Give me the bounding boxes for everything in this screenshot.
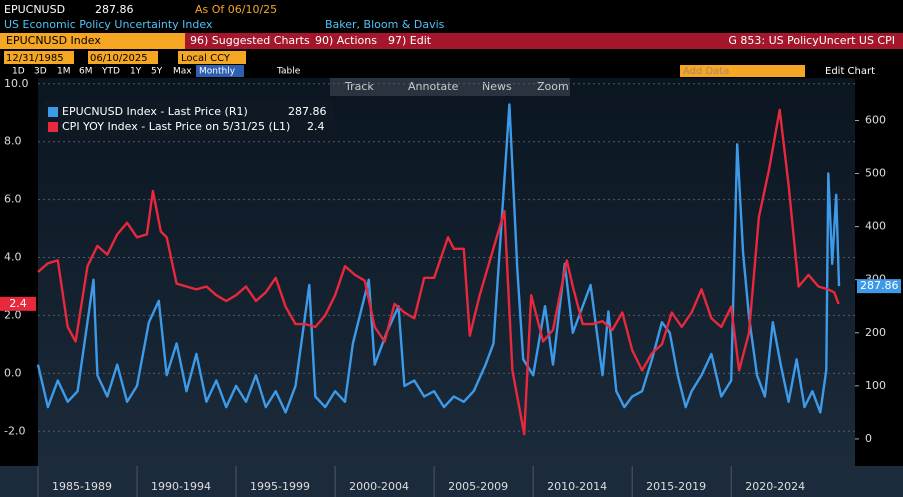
menu-bar xyxy=(185,33,903,49)
legend-label: EPUCNUSD Index - Last Price (R1) xyxy=(62,105,248,118)
y-tick-label: -2.0 xyxy=(4,424,25,437)
y2-tick-label: 100 xyxy=(865,379,886,392)
x-tick-label: 2015-2019 xyxy=(646,480,706,493)
period-button[interactable]: 1M xyxy=(57,67,71,77)
series-line xyxy=(36,103,841,414)
period-button[interactable]: 3D xyxy=(34,67,47,77)
period-button[interactable]: Max xyxy=(173,67,192,77)
period-button[interactable]: 6M xyxy=(79,67,93,77)
menu-item[interactable]: 96) Suggested Charts xyxy=(190,34,310,47)
security[interactable]: EPUCNUSD Index xyxy=(6,34,101,47)
tool-button[interactable]: Track xyxy=(344,80,374,93)
series-line xyxy=(37,108,840,436)
tool-bar xyxy=(330,78,570,96)
tool-button[interactable]: Annotate xyxy=(408,80,459,93)
y2-tick-label: 200 xyxy=(865,326,886,339)
period-button[interactable]: 5Y xyxy=(151,67,163,77)
y-tick-label: 6.0 xyxy=(4,193,22,206)
y2-tick-label: 600 xyxy=(865,113,886,126)
x-tick-label: 2010-2014 xyxy=(547,480,607,493)
last-value-label: 287.86 xyxy=(860,279,899,292)
legend-value: 287.86 xyxy=(288,105,327,118)
plot-area xyxy=(38,78,855,466)
x-tick-label: 1995-1999 xyxy=(250,480,310,493)
description: US Economic Policy Uncertainty Index xyxy=(4,18,213,31)
date-input[interactable]: 12/31/1985 xyxy=(6,53,64,64)
table-button[interactable]: Table xyxy=(276,67,301,77)
y-tick-label: 4.0 xyxy=(4,251,22,264)
y-tick-label: 8.0 xyxy=(4,135,22,148)
price: 287.86 xyxy=(95,3,134,16)
x-tick-label: 1985-1989 xyxy=(52,480,112,493)
x-tick-label: 2005-2009 xyxy=(448,480,508,493)
x-tick-label: 1990-1994 xyxy=(151,480,211,493)
currency-field xyxy=(178,51,246,64)
legend-swatch xyxy=(48,107,58,117)
menu-item[interactable]: 97) Edit xyxy=(388,34,432,47)
ticker: EPUCNUSD xyxy=(4,3,65,16)
period-button[interactable]: YTD xyxy=(101,67,120,77)
date-field xyxy=(88,51,158,64)
frequency[interactable]: Monthly xyxy=(199,67,236,77)
last-value-label: 2.4 xyxy=(9,297,27,310)
date-field xyxy=(4,51,74,64)
menu-item[interactable]: 90) Actions xyxy=(315,34,377,47)
legend-label: CPI YOY Index - Last Price on 5/31/25 (L… xyxy=(62,120,290,133)
tool-button[interactable]: News xyxy=(482,80,512,93)
legend-value: 2.4 xyxy=(307,120,325,133)
y-tick-label: 0.0 xyxy=(4,366,22,379)
edit-chart[interactable]: Edit Chart xyxy=(825,66,875,77)
y2-tick-label: 0 xyxy=(865,432,872,445)
last-value-box xyxy=(0,296,36,311)
period-button[interactable]: 1D xyxy=(12,67,25,77)
date-input[interactable]: 06/10/2025 xyxy=(90,53,148,64)
add-data[interactable]: Add Data xyxy=(683,66,729,77)
legend-box xyxy=(44,100,334,136)
frequency-field xyxy=(196,65,244,77)
y2-tick-label: 400 xyxy=(865,220,886,233)
security-bar xyxy=(0,33,185,49)
x-axis-area xyxy=(0,466,903,497)
as-of: As Of 06/10/25 xyxy=(195,3,277,16)
y-tick-label: 2.0 xyxy=(4,308,22,321)
currency[interactable]: Local CCY xyxy=(181,53,231,64)
source: Baker, Bloom & Davis xyxy=(325,18,445,31)
last-value-box xyxy=(857,279,901,294)
legend-swatch xyxy=(48,122,58,132)
y-tick-label: 10.0 xyxy=(4,77,29,90)
y2-tick-label: 500 xyxy=(865,167,886,180)
tool-button[interactable]: Zoom xyxy=(537,80,569,93)
period-button[interactable]: 1Y xyxy=(130,67,142,77)
x-tick-label: 2000-2004 xyxy=(349,480,409,493)
add-data-field xyxy=(680,65,805,77)
x-tick-label: 2020-2024 xyxy=(745,480,805,493)
chart-name: G 853: US PolicyUncert US CPI xyxy=(728,34,895,47)
